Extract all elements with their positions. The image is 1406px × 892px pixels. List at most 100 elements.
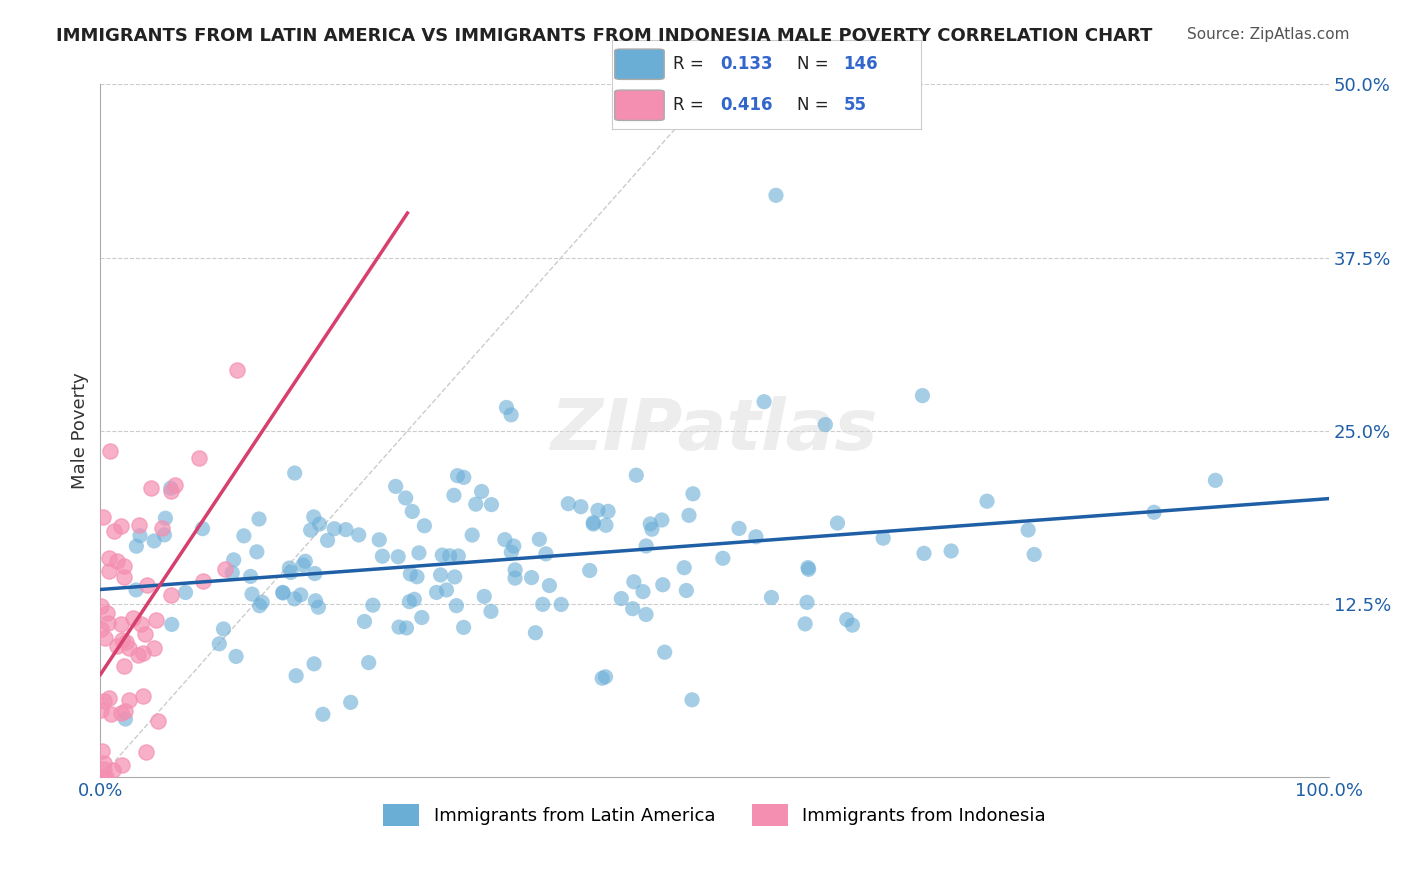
Immigrants from Latin America	[429, 568, 451, 582]
Immigrants from Latin America	[595, 518, 617, 533]
Immigrants from Latin America	[155, 511, 177, 525]
Immigrants from Latin America	[673, 560, 696, 574]
Immigrants from Latin America	[284, 466, 307, 480]
Immigrants from Latin America	[481, 498, 503, 512]
Immigrants from Latin America	[479, 604, 502, 618]
Immigrants from Indonesia	[127, 648, 149, 662]
Immigrants from Latin America	[501, 408, 523, 422]
Immigrants from Latin America	[651, 513, 673, 527]
Immigrants from Latin America	[316, 533, 339, 548]
Immigrants from Indonesia	[110, 616, 132, 631]
Immigrants from Indonesia	[93, 510, 115, 524]
Immigrants from Latin America	[443, 488, 465, 502]
Immigrants from Indonesia	[105, 554, 128, 568]
Immigrants from Latin America	[446, 599, 468, 613]
Immigrants from Latin America	[302, 509, 325, 524]
Immigrants from Latin America	[471, 484, 494, 499]
Y-axis label: Male Poverty: Male Poverty	[72, 373, 89, 490]
Immigrants from Indonesia	[112, 659, 135, 673]
Immigrants from Latin America	[872, 531, 894, 545]
Immigrants from Indonesia	[114, 704, 136, 718]
Immigrants from Latin America	[408, 546, 430, 560]
Immigrants from Latin America	[361, 598, 384, 612]
Immigrants from Latin America	[638, 516, 661, 531]
Text: 0.133: 0.133	[720, 55, 772, 73]
Immigrants from Latin America	[502, 539, 524, 553]
Immigrants from Latin America	[796, 595, 818, 609]
Immigrants from Latin America	[388, 620, 411, 634]
Text: R =: R =	[673, 55, 710, 73]
Immigrants from Indonesia	[148, 714, 170, 728]
Immigrants from Indonesia	[118, 693, 141, 707]
FancyBboxPatch shape	[614, 90, 664, 120]
Immigrants from Indonesia	[115, 634, 138, 648]
Immigrants from Latin America	[569, 500, 592, 514]
Immigrants from Indonesia	[93, 762, 115, 776]
Immigrants from Latin America	[835, 613, 858, 627]
Immigrants from Latin America	[143, 533, 166, 548]
Immigrants from Indonesia	[118, 640, 141, 655]
Immigrants from Latin America	[675, 583, 697, 598]
Immigrants from Latin America	[495, 401, 517, 415]
Immigrants from Indonesia	[91, 744, 114, 758]
Immigrants from Indonesia	[111, 633, 134, 648]
Immigrants from Latin America	[191, 522, 214, 536]
Immigrants from Latin America	[464, 497, 486, 511]
Immigrants from Latin America	[239, 569, 262, 583]
Immigrants from Latin America	[368, 533, 391, 547]
Immigrants from Latin America	[550, 598, 572, 612]
Immigrants from Indonesia	[98, 444, 121, 458]
Immigrants from Latin America	[636, 539, 658, 553]
Immigrants from Latin America	[1143, 505, 1166, 519]
Immigrants from Latin America	[294, 554, 316, 568]
Immigrants from Latin America	[520, 571, 543, 585]
Immigrants from Latin America	[524, 625, 547, 640]
Immigrants from Latin America	[125, 539, 148, 553]
Immigrants from Latin America	[439, 549, 461, 563]
Immigrants from Latin America	[413, 518, 436, 533]
Immigrants from Latin America	[752, 394, 775, 409]
Immigrants from Latin America	[453, 470, 475, 484]
Immigrants from Latin America	[578, 564, 600, 578]
Immigrants from Latin America	[436, 582, 458, 597]
Immigrants from Latin America	[291, 558, 314, 572]
Immigrants from Latin America	[582, 516, 605, 530]
Immigrants from Latin America	[432, 548, 454, 562]
Immigrants from Latin America	[335, 523, 357, 537]
Immigrants from Latin America	[651, 578, 673, 592]
Immigrants from Indonesia	[160, 588, 183, 602]
Immigrants from Latin America	[531, 598, 554, 612]
Immigrants from Latin America	[453, 620, 475, 634]
Immigrants from Latin America	[240, 587, 263, 601]
Immigrants from Indonesia	[93, 756, 115, 770]
Immigrants from Latin America	[406, 570, 429, 584]
Legend: Immigrants from Latin America, Immigrants from Indonesia: Immigrants from Latin America, Immigrant…	[377, 797, 1053, 833]
Immigrants from Indonesia	[100, 706, 122, 721]
Immigrants from Indonesia	[150, 521, 173, 535]
Immigrants from Latin America	[371, 549, 394, 564]
Immigrants from Latin America	[212, 622, 235, 636]
Immigrants from Latin America	[591, 671, 613, 685]
Immigrants from Indonesia	[134, 627, 156, 641]
Immigrants from Latin America	[399, 566, 422, 581]
Immigrants from Latin America	[411, 610, 433, 624]
Immigrants from Latin America	[446, 468, 468, 483]
Immigrants from Latin America	[307, 600, 329, 615]
Immigrants from Indonesia	[98, 690, 121, 705]
Immigrants from Latin America	[472, 590, 495, 604]
Immigrants from Latin America	[447, 549, 470, 563]
Immigrants from Latin America	[494, 533, 516, 547]
Text: IMMIGRANTS FROM LATIN AMERICA VS IMMIGRANTS FROM INDONESIA MALE POVERTY CORRELAT: IMMIGRANTS FROM LATIN AMERICA VS IMMIGRA…	[56, 27, 1153, 45]
Immigrants from Latin America	[252, 595, 274, 609]
Immigrants from Latin America	[596, 504, 619, 518]
Immigrants from Latin America	[761, 591, 783, 605]
Immigrants from Latin America	[285, 669, 308, 683]
Immigrants from Latin America	[153, 528, 176, 542]
Text: ZIPatlas: ZIPatlas	[551, 396, 879, 466]
Immigrants from Indonesia	[94, 632, 117, 646]
Text: N =: N =	[797, 55, 834, 73]
Immigrants from Latin America	[278, 561, 301, 575]
Immigrants from Indonesia	[96, 606, 118, 620]
Immigrants from Indonesia	[101, 763, 124, 777]
Immigrants from Latin America	[794, 616, 817, 631]
